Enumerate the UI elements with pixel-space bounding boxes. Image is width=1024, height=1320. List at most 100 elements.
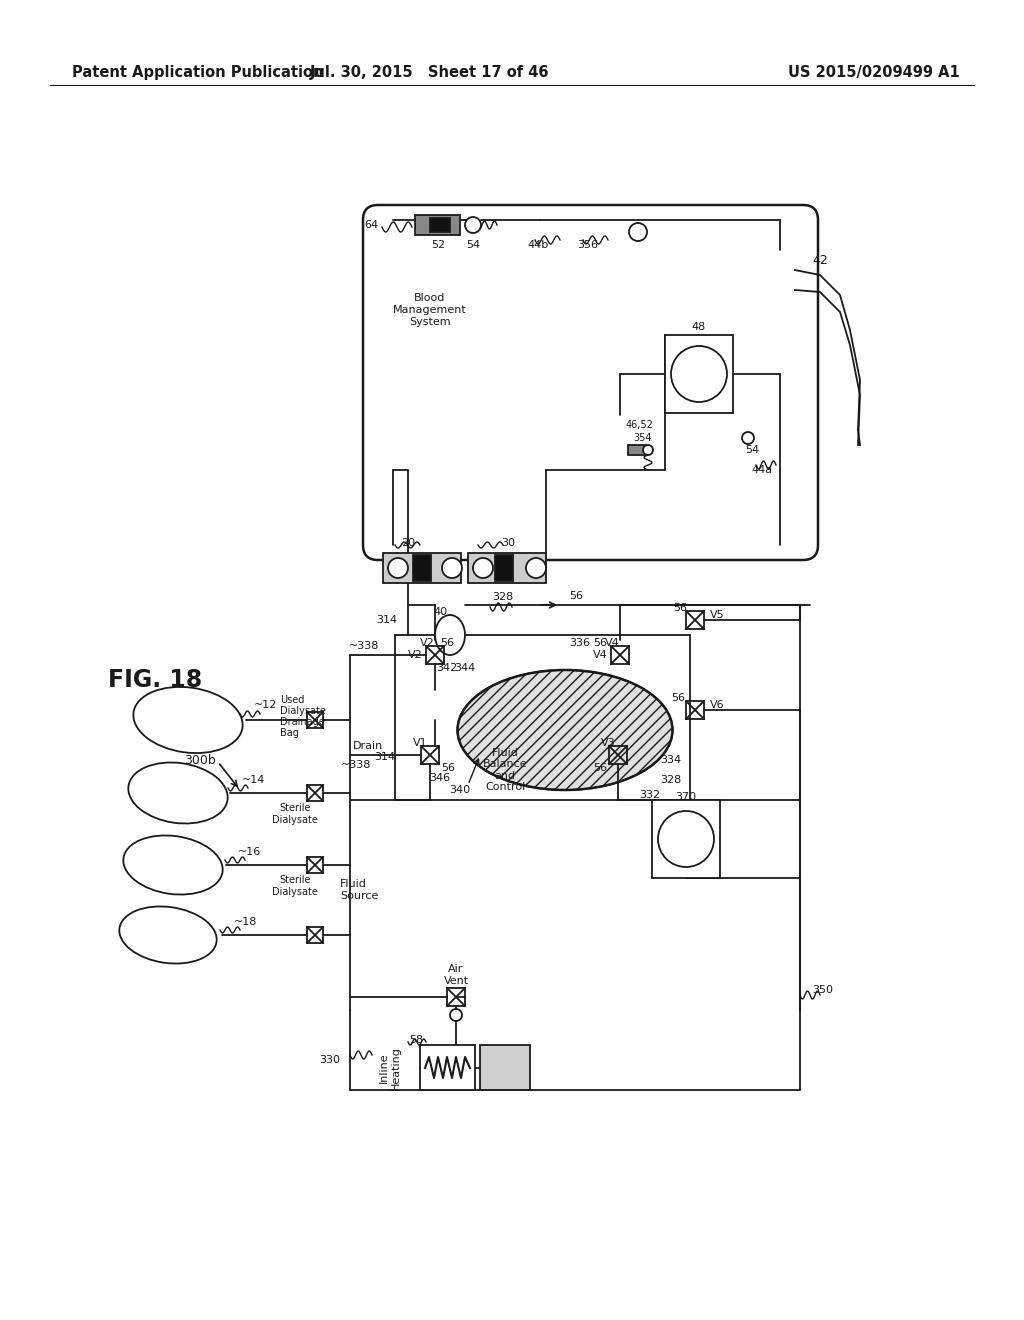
Text: V2: V2	[408, 649, 422, 660]
Bar	[480, 1045, 530, 1090]
Text: ~14: ~14	[242, 775, 265, 785]
Text: Drain: Drain	[353, 741, 383, 751]
Text: 332: 332	[639, 789, 660, 800]
Ellipse shape	[435, 615, 465, 655]
Bar	[307, 857, 323, 873]
Text: 330: 330	[319, 1055, 340, 1065]
Circle shape	[643, 445, 653, 455]
Bar	[652, 800, 720, 878]
Text: 56: 56	[593, 638, 607, 648]
Text: 340: 340	[450, 785, 471, 795]
Text: 54: 54	[466, 240, 480, 249]
Circle shape	[450, 1008, 462, 1020]
Text: 56: 56	[440, 638, 454, 648]
Text: 350: 350	[812, 985, 833, 995]
Text: Used: Used	[280, 696, 304, 705]
Text: 56: 56	[671, 693, 685, 704]
Text: V5: V5	[710, 610, 725, 620]
Bar	[609, 746, 627, 764]
Bar	[420, 1045, 475, 1090]
Text: Inline
Heating: Inline Heating	[379, 1045, 400, 1090]
Bar	[686, 701, 705, 719]
Bar	[307, 927, 323, 942]
Text: 44a: 44a	[752, 465, 772, 475]
Text: 56: 56	[593, 763, 607, 774]
Text: Jul. 30, 2015   Sheet 17 of 46: Jul. 30, 2015 Sheet 17 of 46	[310, 65, 550, 79]
Bar	[426, 645, 444, 664]
Text: 328: 328	[493, 591, 514, 602]
Text: Dialysate: Dialysate	[272, 887, 317, 898]
Text: V4: V4	[593, 649, 607, 660]
Bar	[307, 711, 323, 729]
Ellipse shape	[128, 763, 227, 824]
Circle shape	[526, 558, 546, 578]
Text: ~16: ~16	[238, 847, 261, 857]
Text: 354: 354	[634, 433, 652, 444]
Text: Dialysate: Dialysate	[272, 814, 317, 825]
Text: 54: 54	[744, 445, 759, 455]
Bar	[447, 987, 465, 1006]
Text: 356: 356	[578, 240, 598, 249]
Text: 56: 56	[569, 591, 583, 601]
Text: Patent Application Publication: Patent Application Publication	[72, 65, 324, 79]
Circle shape	[658, 810, 714, 867]
Text: US 2015/0209499 A1: US 2015/0209499 A1	[788, 65, 961, 79]
Circle shape	[442, 558, 462, 578]
Text: 370: 370	[676, 792, 696, 803]
Bar	[307, 785, 323, 801]
Text: ~338: ~338	[341, 760, 371, 770]
Text: V6: V6	[710, 700, 725, 710]
Bar	[686, 611, 705, 630]
Text: ~18: ~18	[234, 917, 257, 927]
Bar	[395, 635, 690, 800]
Text: Fluid
Balance
and
Control: Fluid Balance and Control	[482, 747, 527, 792]
Text: 334: 334	[660, 755, 681, 766]
Text: Sterile: Sterile	[280, 875, 310, 884]
Bar	[383, 553, 461, 583]
Text: Sterile: Sterile	[280, 803, 310, 813]
Text: Fluid
Source: Fluid Source	[340, 879, 379, 900]
Ellipse shape	[120, 907, 217, 964]
Circle shape	[465, 216, 481, 234]
Text: 56: 56	[441, 763, 455, 774]
Circle shape	[473, 558, 493, 578]
Bar	[628, 445, 646, 455]
Text: 300b: 300b	[184, 754, 216, 767]
Bar	[421, 746, 439, 764]
Text: 42: 42	[812, 253, 827, 267]
Text: V1: V1	[413, 738, 427, 748]
Bar	[413, 554, 431, 581]
Text: 314: 314	[375, 752, 395, 762]
Text: 52: 52	[431, 240, 445, 249]
Text: 56: 56	[673, 603, 687, 612]
Text: 344: 344	[455, 663, 475, 673]
Bar	[495, 554, 513, 581]
Text: 44b: 44b	[527, 240, 549, 249]
Text: 336: 336	[569, 638, 591, 648]
Text: 58: 58	[409, 1035, 423, 1045]
Ellipse shape	[123, 836, 222, 895]
Text: Dialysate: Dialysate	[280, 706, 326, 715]
Text: 64: 64	[364, 220, 378, 230]
Text: 346: 346	[429, 774, 451, 783]
Text: 46,52: 46,52	[626, 420, 654, 430]
Bar	[665, 335, 733, 413]
Text: V4: V4	[604, 638, 620, 648]
Bar	[430, 218, 450, 232]
Bar	[468, 553, 546, 583]
Ellipse shape	[458, 671, 673, 789]
Text: ~338: ~338	[349, 642, 379, 651]
Text: Blood
Management
System: Blood Management System	[393, 293, 467, 326]
Text: 342: 342	[436, 663, 458, 673]
Text: 30: 30	[501, 539, 515, 548]
Bar	[611, 645, 629, 664]
Bar	[415, 215, 460, 235]
Text: 328: 328	[660, 775, 681, 785]
Text: Air
Vent: Air Vent	[443, 964, 469, 986]
Circle shape	[629, 223, 647, 242]
Text: Drainage: Drainage	[280, 717, 325, 727]
Circle shape	[388, 558, 408, 578]
Text: FIG. 18: FIG. 18	[108, 668, 202, 692]
Circle shape	[671, 346, 727, 403]
Circle shape	[742, 432, 754, 444]
